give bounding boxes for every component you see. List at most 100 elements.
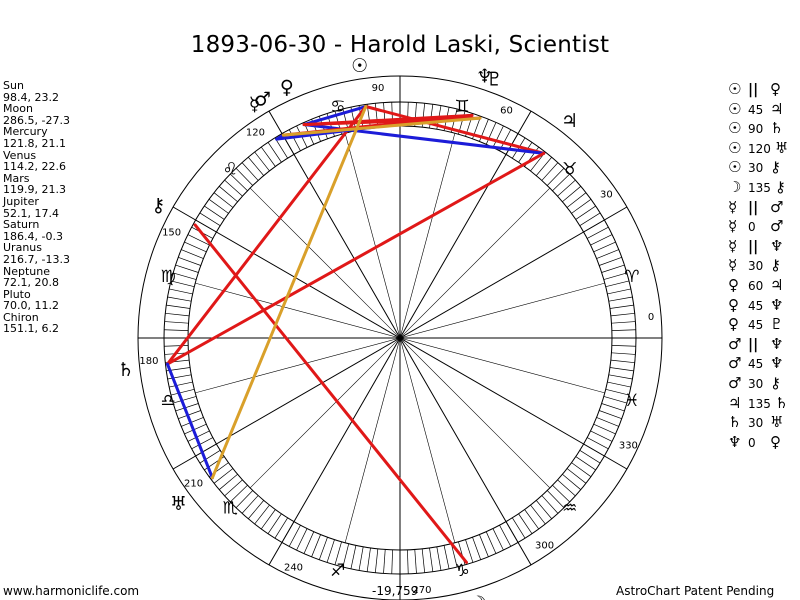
degree-tick <box>505 521 519 543</box>
planet-glyph-icon: ♃ <box>770 99 784 118</box>
degree-tick <box>472 537 482 560</box>
degree-tick <box>303 531 315 554</box>
degree-tick <box>267 142 282 163</box>
degree-tick <box>235 490 253 509</box>
degree-tick <box>608 374 633 380</box>
degree-tick <box>166 304 191 309</box>
degree-tick <box>281 521 295 543</box>
degree-tick <box>199 212 221 226</box>
degree-tick <box>170 280 195 288</box>
degree-tick <box>213 468 234 484</box>
aspect-row: ☉ 120 ♅ <box>728 139 795 159</box>
pisces-glyph-icon: ♓ <box>624 391 639 411</box>
planet-glyph-icon: ☉ <box>728 119 742 138</box>
planet-glyphs: ☉ ☽ ☿ ♀ ♂ ♃ ♄ ♅ ♆♇ ⚷ <box>117 55 578 600</box>
planet-name: Saturn <box>3 218 40 232</box>
degree-tick <box>599 256 622 266</box>
aspect-row: ☉ || ♀ <box>728 80 795 100</box>
degree-label: 180 <box>139 356 158 367</box>
planet-glyph-icon: ☽ <box>728 177 742 196</box>
planet-glyph-icon: ⚷ <box>774 177 786 196</box>
degree-tick <box>213 192 234 208</box>
degree-tick <box>512 517 526 539</box>
degree-tick <box>610 359 635 364</box>
planet-glyph-icon: ♆ <box>770 236 784 255</box>
degree-tick <box>374 103 379 128</box>
degree-label: 210 <box>184 479 203 490</box>
planet-glyph-icon: ♂ <box>728 334 742 353</box>
patent-notice: AstroChart Patent Pending <box>616 584 775 598</box>
mars-planet-icon: ♂ <box>254 89 271 111</box>
degree-tick <box>248 500 264 520</box>
aspect-row: ♀ 45 ♇ <box>728 315 795 335</box>
degree-label: 90 <box>372 83 385 94</box>
degree-tick <box>191 437 213 450</box>
virgo-glyph-icon: ♍ <box>161 267 176 287</box>
degree-label: 270 <box>412 585 431 596</box>
scorpio-glyph-icon: ♏ <box>223 499 238 519</box>
degree-tick <box>187 430 210 442</box>
aspect-line <box>165 151 546 366</box>
degree-tick <box>571 198 592 214</box>
aspect-lines <box>165 105 546 564</box>
aspect-angle: 30 <box>748 416 764 431</box>
aspect-angle: 0 <box>748 435 756 450</box>
degree-tick <box>184 241 207 253</box>
planet-glyph-icon: ♀ <box>770 432 781 451</box>
degree-tick <box>175 403 199 412</box>
planet-name: Venus <box>3 148 37 162</box>
aspect-row: ♃ 135 ♄ <box>728 394 795 414</box>
planet-glyph-icon: ♃ <box>770 275 784 294</box>
planet-glyph-icon: ⚷ <box>770 158 781 177</box>
planet-glyph-icon: ⚷ <box>770 373 781 392</box>
degree-tick <box>241 162 259 181</box>
jupiter-planet-icon: ♃ <box>561 110 578 132</box>
degree-tick <box>605 388 630 396</box>
degree-tick <box>274 137 288 159</box>
degree-tick <box>579 450 601 464</box>
degree-tick <box>436 546 442 571</box>
planet-glyph-icon: ☉ <box>728 80 742 98</box>
planet-glyph-icon: ☿ <box>728 197 738 216</box>
degree-tick <box>229 485 248 503</box>
degree-tick <box>218 186 238 202</box>
planet-glyph-icon: ♅ <box>770 413 784 432</box>
degree-tick <box>224 479 243 497</box>
degree-tick <box>414 549 417 574</box>
planet-glyph-icon: ♀ <box>728 295 739 314</box>
aspect-row: ☿ 30 ⚷ <box>728 256 795 276</box>
degree-label: 0 <box>648 312 654 323</box>
aspect-line <box>165 362 214 480</box>
aspect-row: ☉ 30 ⚷ <box>728 158 795 178</box>
degree-tick <box>566 468 587 484</box>
degree-label: 150 <box>162 228 181 239</box>
aspect-angle: || <box>748 82 759 98</box>
planet-glyph-icon: ♄ <box>728 413 742 432</box>
planet-position: 52.1, 17.4 <box>3 206 59 220</box>
degree-tick <box>248 156 264 176</box>
leo-glyph-icon: ♌ <box>223 159 238 179</box>
degree-tick <box>547 490 565 509</box>
degree-label: 240 <box>284 562 303 573</box>
degree-tick <box>590 234 613 246</box>
aspect-angle: 45 <box>748 318 764 333</box>
sun-planet-icon: ☉ <box>351 55 368 77</box>
planet-position: 72.1, 20.8 <box>3 276 59 290</box>
house-division-lines <box>138 76 662 600</box>
degree-tick <box>524 509 540 530</box>
aspect-angle: 45 <box>748 357 764 372</box>
aries-glyph-icon: ♈ <box>624 267 639 287</box>
degree-tick <box>254 504 270 525</box>
sagittarius-glyph-icon: ♐ <box>330 561 345 581</box>
planet-glyph-icon: ♆ <box>770 354 784 373</box>
degree-tick <box>350 545 357 569</box>
website-link[interactable]: www.harmoniclife.com <box>3 584 140 598</box>
aspect-line <box>210 105 368 480</box>
planet-glyph-icon: ⚷ <box>770 256 781 275</box>
aspect-row: ☽ 135 ⚷ <box>728 178 795 198</box>
degree-tick <box>224 179 243 197</box>
degree-tick <box>479 534 489 557</box>
planet-glyph-icon: ♅ <box>774 138 789 157</box>
planet-position: 216.7, -13.3 <box>3 252 70 266</box>
